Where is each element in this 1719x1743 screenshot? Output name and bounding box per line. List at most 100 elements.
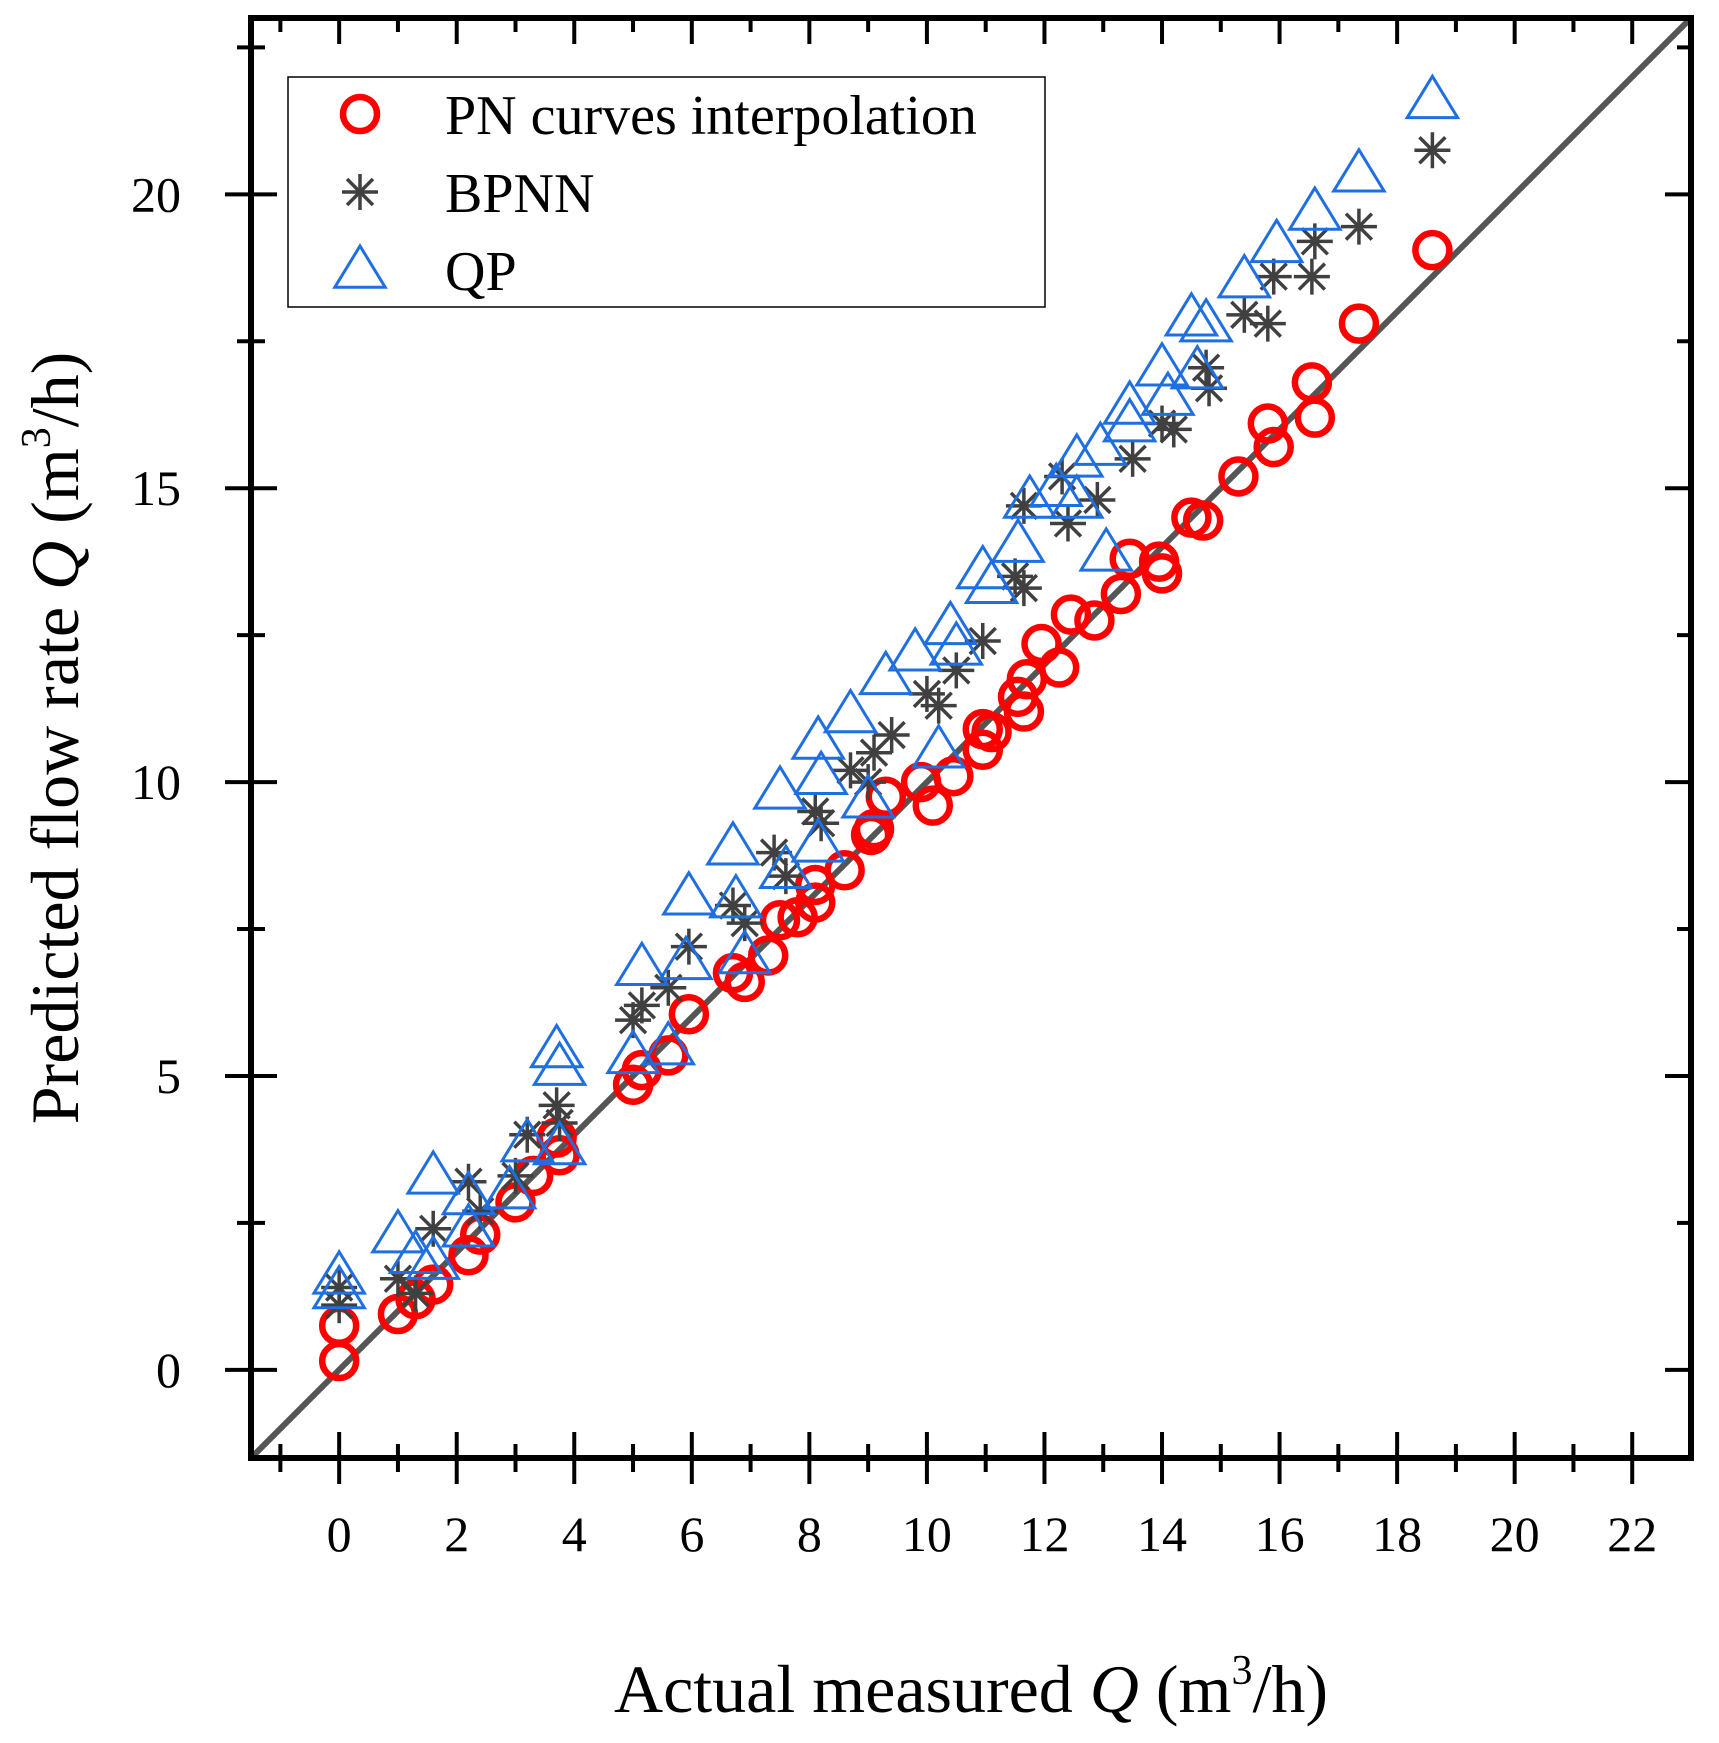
point-circle-50 bbox=[1338, 303, 1380, 344]
y-tick-label: 15 bbox=[131, 460, 181, 516]
y-title-variable: Q bbox=[17, 541, 93, 590]
legend-label-pn: PN curves interpolation bbox=[445, 85, 977, 147]
point-triangle-30 bbox=[910, 722, 967, 769]
point-triangle-17 bbox=[661, 869, 717, 916]
legend-markers bbox=[332, 93, 388, 289]
point-triangle-52 bbox=[1331, 146, 1387, 193]
point-triangle-33 bbox=[954, 543, 1011, 590]
point-circle-36 bbox=[1038, 647, 1080, 688]
x-tick-label: 16 bbox=[1255, 1506, 1305, 1562]
point-triangle-31 bbox=[922, 599, 979, 646]
point-circle-35 bbox=[1021, 623, 1062, 665]
axis-ticks-layer: 0 2 4 6 8 10 12 14 16 18 20 22 0 5 10 15 20 bbox=[131, 18, 1691, 1562]
x-title-superscript: 3 bbox=[1231, 1648, 1252, 1694]
point-triangle-39 bbox=[1048, 473, 1105, 519]
point-asterisk-24 bbox=[873, 717, 910, 754]
point-circle-16 bbox=[724, 961, 765, 1003]
point-circle-22 bbox=[824, 849, 865, 891]
x-title-prefix: Actual measured bbox=[614, 1651, 1090, 1727]
y-tick-label: 5 bbox=[156, 1048, 181, 1104]
series-asterisk bbox=[321, 132, 1451, 1324]
point-asterisk-41 bbox=[1249, 305, 1286, 342]
point-circle-47 bbox=[1253, 426, 1294, 468]
point-triangle-18 bbox=[705, 819, 761, 866]
y-title-unit-open: (m bbox=[17, 448, 93, 541]
y-title-superscript: 3 bbox=[14, 427, 60, 448]
point-triangle-37 bbox=[1028, 461, 1085, 507]
point-triangle-51 bbox=[1286, 185, 1343, 231]
point-circle-45 bbox=[1218, 456, 1259, 497]
point-triangle-32 bbox=[928, 620, 985, 666]
legend-label-bpnn: BPNN bbox=[445, 163, 594, 225]
y-tick-label: 10 bbox=[131, 754, 181, 810]
point-asterisk-4 bbox=[415, 1210, 452, 1247]
point-asterisk-16 bbox=[726, 905, 763, 942]
x-title-variable: Q bbox=[1090, 1651, 1139, 1727]
point-circle-37 bbox=[1050, 594, 1092, 635]
point-asterisk-3 bbox=[397, 1275, 434, 1312]
point-triangle-15 bbox=[640, 1019, 697, 1066]
point-asterisk-12 bbox=[623, 987, 660, 1024]
point-circle-27 bbox=[912, 785, 954, 826]
point-triangle-26 bbox=[822, 687, 879, 734]
point-asterisk-1 bbox=[321, 1287, 358, 1324]
point-triangle-22 bbox=[757, 843, 814, 890]
point-circle-20 bbox=[794, 882, 836, 923]
point-triangle-14 bbox=[613, 940, 670, 987]
point-triangle-49 bbox=[1216, 252, 1273, 299]
point-asterisk-23 bbox=[856, 734, 893, 771]
point-asterisk-8 bbox=[509, 1116, 546, 1153]
point-asterisk-42 bbox=[1255, 258, 1292, 295]
x-title-unit-open: (m bbox=[1139, 1651, 1232, 1727]
point-triangle-3 bbox=[387, 1228, 444, 1275]
point-triangle-7 bbox=[440, 1201, 497, 1248]
point-triangle-4 bbox=[405, 1148, 462, 1195]
legend-marker-triangle bbox=[332, 243, 388, 289]
x-tick-label: 0 bbox=[327, 1506, 352, 1562]
point-asterisk-26 bbox=[920, 687, 957, 724]
point-triangle-25 bbox=[793, 749, 849, 795]
point-asterisk-28 bbox=[964, 623, 1001, 660]
point-triangle-10 bbox=[528, 1022, 585, 1069]
point-triangle-48 bbox=[1178, 296, 1234, 343]
point-triangle-23 bbox=[790, 714, 847, 760]
legend: PN curves interpolation BPNN QP bbox=[287, 76, 1046, 308]
point-triangle-8 bbox=[481, 1163, 538, 1210]
plot-frame bbox=[248, 15, 1694, 1461]
point-triangle-34 bbox=[963, 558, 1020, 604]
point-asterisk-35 bbox=[1114, 440, 1151, 477]
x-tick-label: 10 bbox=[902, 1506, 952, 1562]
point-circle-51 bbox=[1412, 229, 1453, 271]
x-tick-label: 18 bbox=[1372, 1506, 1422, 1562]
x-tick-label: 4 bbox=[562, 1506, 587, 1562]
point-circle-18 bbox=[759, 899, 801, 941]
point-circle-38 bbox=[1074, 600, 1115, 641]
point-circle-42 bbox=[1141, 553, 1183, 594]
x-axis-title: Actual measured Q (m3/h) bbox=[614, 1648, 1328, 1727]
point-asterisk-9 bbox=[538, 1087, 575, 1124]
point-triangle-40 bbox=[1072, 420, 1129, 466]
point-circle-46 bbox=[1247, 403, 1289, 444]
point-triangle-35 bbox=[990, 517, 1046, 563]
point-triangle-28 bbox=[857, 649, 914, 696]
point-asterisk-27 bbox=[938, 652, 975, 689]
point-triangle-29 bbox=[887, 625, 944, 672]
point-triangle-36 bbox=[1001, 473, 1058, 519]
point-asterisk-14 bbox=[670, 928, 707, 965]
point-circle-28 bbox=[933, 755, 974, 797]
point-circle-13 bbox=[648, 1035, 689, 1076]
y-tick-label: 0 bbox=[156, 1342, 181, 1398]
legend-label-qp: QP bbox=[445, 241, 517, 303]
x-tick-label: 12 bbox=[1019, 1506, 1069, 1562]
series-triangle bbox=[311, 73, 1461, 1310]
point-triangle-53 bbox=[1404, 73, 1461, 120]
point-circle-5 bbox=[448, 1234, 489, 1276]
point-triangle-21 bbox=[752, 764, 808, 810]
point-triangle-13 bbox=[605, 1028, 661, 1075]
point-triangle-6 bbox=[440, 1169, 497, 1216]
legend-box bbox=[287, 76, 1046, 308]
legend-marker-circle bbox=[339, 93, 381, 135]
x-tick-label: 22 bbox=[1607, 1506, 1657, 1562]
data-points-layer bbox=[311, 73, 1461, 1382]
